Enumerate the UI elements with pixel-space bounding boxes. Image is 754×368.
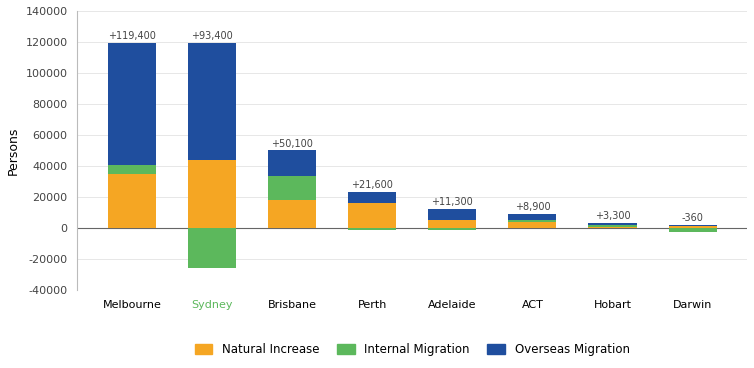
Y-axis label: Persons: Persons — [7, 126, 20, 175]
Bar — [348, 192, 396, 204]
Text: +8,900: +8,900 — [514, 202, 550, 212]
Bar — [188, 43, 236, 160]
Bar — [188, 160, 236, 228]
Text: +21,600: +21,600 — [351, 180, 393, 191]
Text: -360: -360 — [682, 213, 703, 223]
Bar — [508, 222, 556, 228]
Bar — [108, 164, 156, 174]
Bar — [268, 200, 316, 228]
Bar — [268, 151, 316, 176]
Bar — [108, 43, 156, 164]
Bar — [508, 214, 556, 220]
Bar — [348, 204, 396, 228]
Bar — [428, 220, 477, 228]
Bar — [428, 228, 477, 230]
Bar — [428, 209, 477, 220]
Text: +93,400: +93,400 — [191, 31, 233, 41]
Bar — [669, 228, 716, 232]
Bar — [669, 226, 716, 228]
Bar — [508, 220, 556, 222]
Bar — [268, 176, 316, 200]
Text: +119,400: +119,400 — [108, 31, 156, 41]
Text: +11,300: +11,300 — [431, 197, 473, 207]
Bar — [188, 228, 236, 269]
Bar — [348, 228, 396, 230]
Text: +50,100: +50,100 — [271, 139, 313, 149]
Text: +3,300: +3,300 — [595, 211, 630, 221]
Bar — [108, 174, 156, 228]
Bar — [669, 225, 716, 226]
Legend: Natural Increase, Internal Migration, Overseas Migration: Natural Increase, Internal Migration, Ov… — [190, 338, 634, 360]
Bar — [588, 227, 636, 228]
Bar — [588, 223, 636, 224]
Bar — [588, 224, 636, 227]
